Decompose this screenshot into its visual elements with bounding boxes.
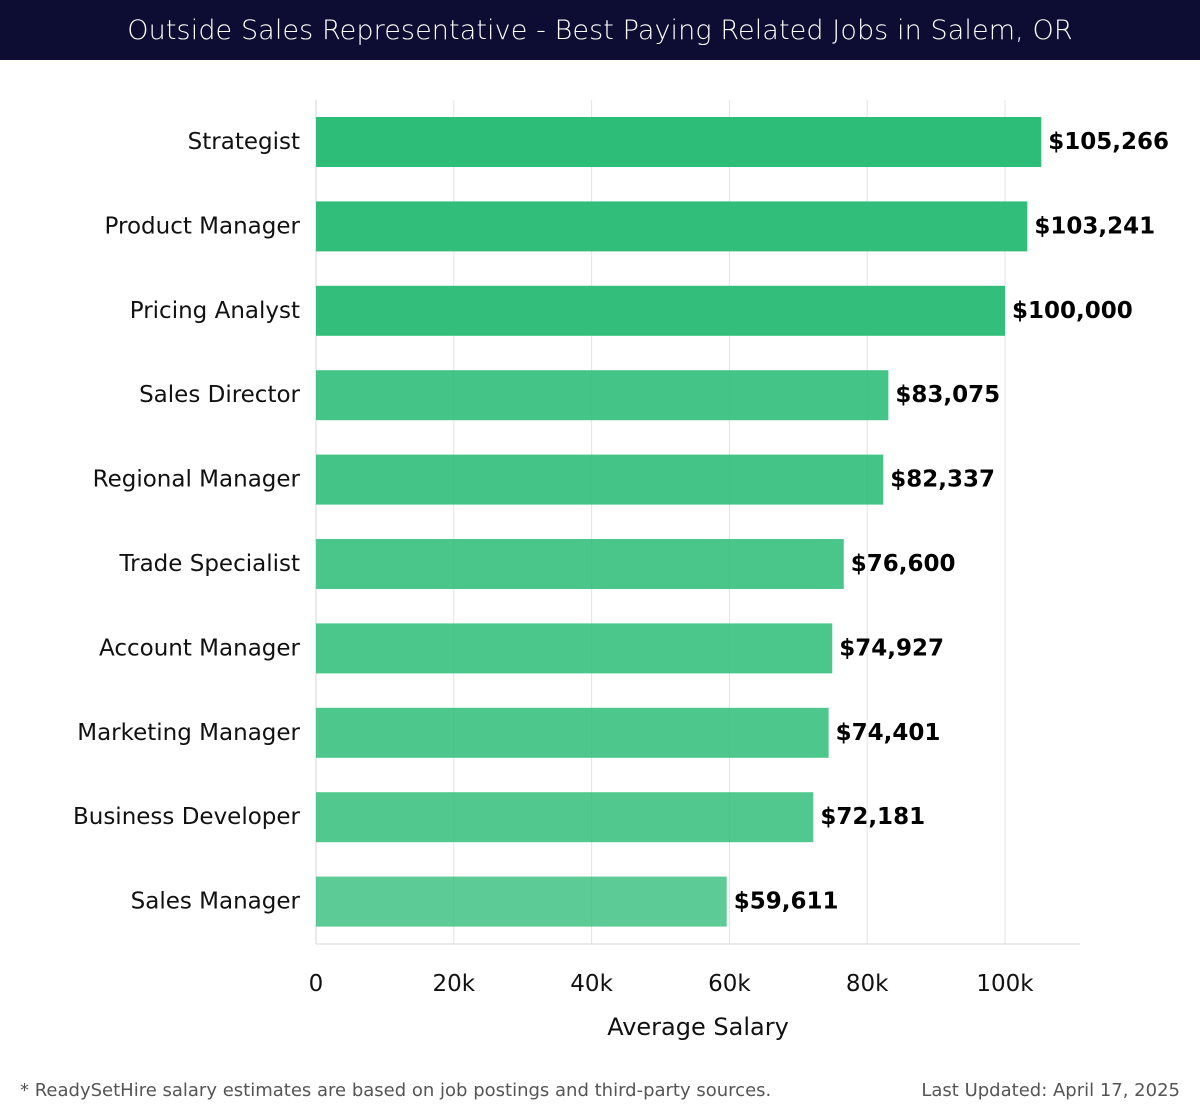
bar-4: [316, 454, 884, 505]
category-label-9: Sales Manager: [131, 889, 301, 915]
value-label-4: $82,337: [890, 467, 995, 493]
value-label-3: $83,075: [895, 382, 1000, 408]
category-label-3: Sales Director: [139, 382, 300, 408]
value-label-7: $74,401: [836, 720, 941, 746]
x-tick-label-4: 80k: [846, 971, 889, 997]
category-label-4: Regional Manager: [93, 467, 301, 493]
value-label-0: $105,266: [1048, 129, 1169, 155]
bar-7: [316, 707, 829, 758]
chart-title-bar: Outside Sales Representative - Best Payi…: [0, 0, 1200, 60]
chart-title: Outside Sales Representative - Best Payi…: [127, 14, 1073, 46]
category-label-1: Product Manager: [105, 213, 301, 239]
category-label-7: Marketing Manager: [77, 720, 300, 746]
value-label-6: $74,927: [839, 635, 944, 661]
bar-5: [316, 539, 844, 589]
bar-1: [316, 201, 1028, 252]
category-label-5: Trade Specialist: [118, 551, 300, 577]
x-tick-label-1: 20k: [433, 971, 476, 997]
footnote: * ReadySetHire salary estimates are base…: [20, 1080, 772, 1101]
category-label-6: Account Manager: [99, 635, 301, 661]
value-label-9: $59,611: [734, 889, 839, 915]
x-tick-label-0: 0: [309, 971, 324, 997]
value-label-1: $103,241: [1034, 213, 1155, 239]
x-tick-label-3: 60k: [708, 971, 751, 997]
category-label-2: Pricing Analyst: [130, 298, 300, 324]
bar-2: [316, 285, 1005, 336]
x-axis-title: Average Salary: [607, 1013, 789, 1041]
value-label-2: $100,000: [1012, 298, 1133, 324]
bar-9: [316, 876, 727, 927]
category-label-8: Business Developer: [73, 804, 301, 830]
salary-bar-chart: Strategist $105,266 Product Manager $103,24…: [73, 100, 1169, 1041]
x-tick-label-5: 100k: [976, 971, 1034, 997]
value-label-8: $72,181: [820, 804, 925, 830]
bar-6: [316, 623, 833, 674]
value-label-5: $76,600: [851, 551, 956, 577]
bar-8: [316, 792, 814, 843]
last-updated: Last Updated: April 17, 2025: [921, 1080, 1180, 1101]
category-label-0: Strategist: [188, 129, 300, 155]
bar-0: [316, 117, 1042, 167]
bar-3: [316, 370, 889, 421]
x-tick-label-2: 40k: [570, 971, 613, 997]
